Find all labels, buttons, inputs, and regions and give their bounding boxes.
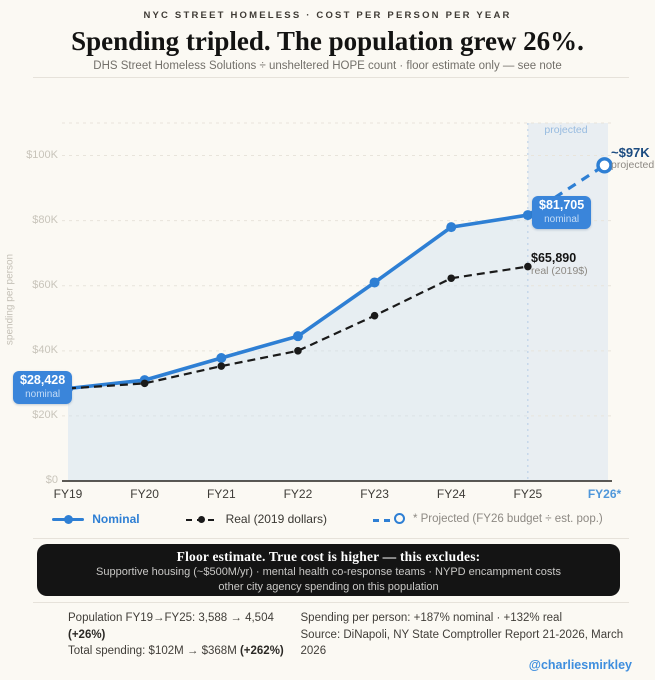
x-tick-label: FY22 (283, 487, 313, 501)
population-stat: Population FY19→FY25: 3,588 → 4,504 (+26… (68, 612, 274, 641)
x-tick-label: FY25 (513, 487, 543, 501)
legend-label-real: Real (2019 dollars) (225, 512, 327, 526)
start-badge-value: $28,428 (20, 373, 66, 387)
legend-item-nominal: Nominal (52, 512, 140, 526)
y-tick-label: $0 (45, 474, 58, 486)
projected-value: ~$97K (611, 145, 650, 160)
legend-label-nominal: Nominal (92, 512, 140, 526)
footer-left-column: Population FY19→FY25: 3,588 → 4,504 (+26… (68, 610, 301, 660)
real-value-label: $65,890 real (2019$) (531, 251, 588, 277)
footer-right-column: Spending per person: +187% nominal · +13… (301, 610, 632, 660)
legend-label-projected: * Projected (FY26 budget ÷ est. pop.) (412, 513, 603, 525)
page-title: Spending tripled. The population grew 26… (71, 26, 584, 56)
note-box: Floor estimate. True cost is higher — th… (37, 544, 620, 596)
start-badge-sublabel: nominal (25, 388, 61, 400)
y-tick-label: $20K (32, 408, 58, 421)
x-tick-label: FY26* (587, 487, 622, 501)
note-line-2: other city agency spending on this popul… (218, 580, 439, 593)
chart-legend: Nominal Real (2019 dollars) * Projected … (0, 506, 655, 532)
mid-divider (33, 538, 629, 539)
real-value-sublabel: real (2019$) (531, 265, 588, 278)
footer-divider (33, 602, 629, 603)
source-line: Source: DiNapoli, NY State Comptroller R… (300, 628, 624, 658)
nominal-line-swatch-icon (52, 514, 85, 524)
y-tick-label: $60K (32, 278, 58, 291)
eyebrow-kicker: NYC STREET HOMELESS · COST PER PERSON PE… (143, 10, 512, 21)
projected-band-label: projected (544, 124, 588, 136)
end-value-badge: $81,705 nominal (532, 196, 592, 229)
start-value-badge: $28,428 nominal (13, 371, 73, 404)
x-tick-label: FY23 (360, 487, 389, 501)
end-badge-value: $81,705 (539, 198, 585, 212)
x-tick-label: FY20 (130, 487, 159, 501)
projected-value-label: ~$97K projected (611, 145, 655, 172)
projected-value-sublabel: projected (611, 159, 655, 172)
footer-stats: Population FY19→FY25: 3,588 → 4,504 (+26… (0, 610, 655, 660)
total-spending-stat: Total spending: $102M → $368M (+262%) (68, 645, 284, 658)
per-person-stat: Spending per person: +187% nominal · +13… (300, 612, 562, 624)
y-tick-label: $40K (32, 343, 58, 356)
chart-area: spending per person $0 $20K $40K $60K $80K $1… (0, 100, 655, 505)
header-divider (33, 77, 629, 78)
note-line-1: Supportive housing (~$500M/yr) · mental … (96, 566, 561, 578)
y-tick-label: $100K (26, 148, 58, 161)
chart-canvas (62, 122, 613, 482)
legend-item-real: Real (2019 dollars) (185, 512, 327, 526)
real-dashed-swatch-icon (185, 514, 218, 524)
projected-band (527, 123, 608, 481)
legend-item-projected: * Projected (FY26 budget ÷ est. pop.) (372, 513, 603, 525)
subtitle: DHS Street Homeless Solutions ÷ unshelte… (93, 60, 562, 72)
credit-handle: @charliesmirkley (528, 658, 632, 672)
projected-dashed-swatch-icon (372, 513, 405, 524)
projected-open-marker (596, 157, 613, 174)
end-badge-sublabel: nominal (544, 213, 580, 225)
x-tick-label: FY19 (53, 487, 83, 501)
y-tick-label: $80K (32, 213, 58, 226)
note-title: Floor estimate. True cost is higher — th… (176, 549, 481, 564)
x-tick-label: FY21 (206, 487, 236, 501)
x-tick-label: FY24 (436, 487, 466, 501)
real-value: $65,890 (531, 251, 577, 265)
